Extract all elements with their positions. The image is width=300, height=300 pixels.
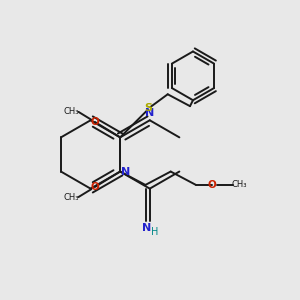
Text: O: O xyxy=(208,180,217,190)
Text: H: H xyxy=(151,227,158,237)
Text: CH₃: CH₃ xyxy=(232,180,248,189)
Text: CH₃: CH₃ xyxy=(63,107,79,116)
Text: CH₃: CH₃ xyxy=(63,193,79,202)
Text: N: N xyxy=(145,108,154,118)
Text: O: O xyxy=(91,182,99,192)
Text: O: O xyxy=(91,117,99,127)
Text: N: N xyxy=(142,223,152,233)
Text: S: S xyxy=(144,103,152,113)
Text: N: N xyxy=(122,167,131,176)
